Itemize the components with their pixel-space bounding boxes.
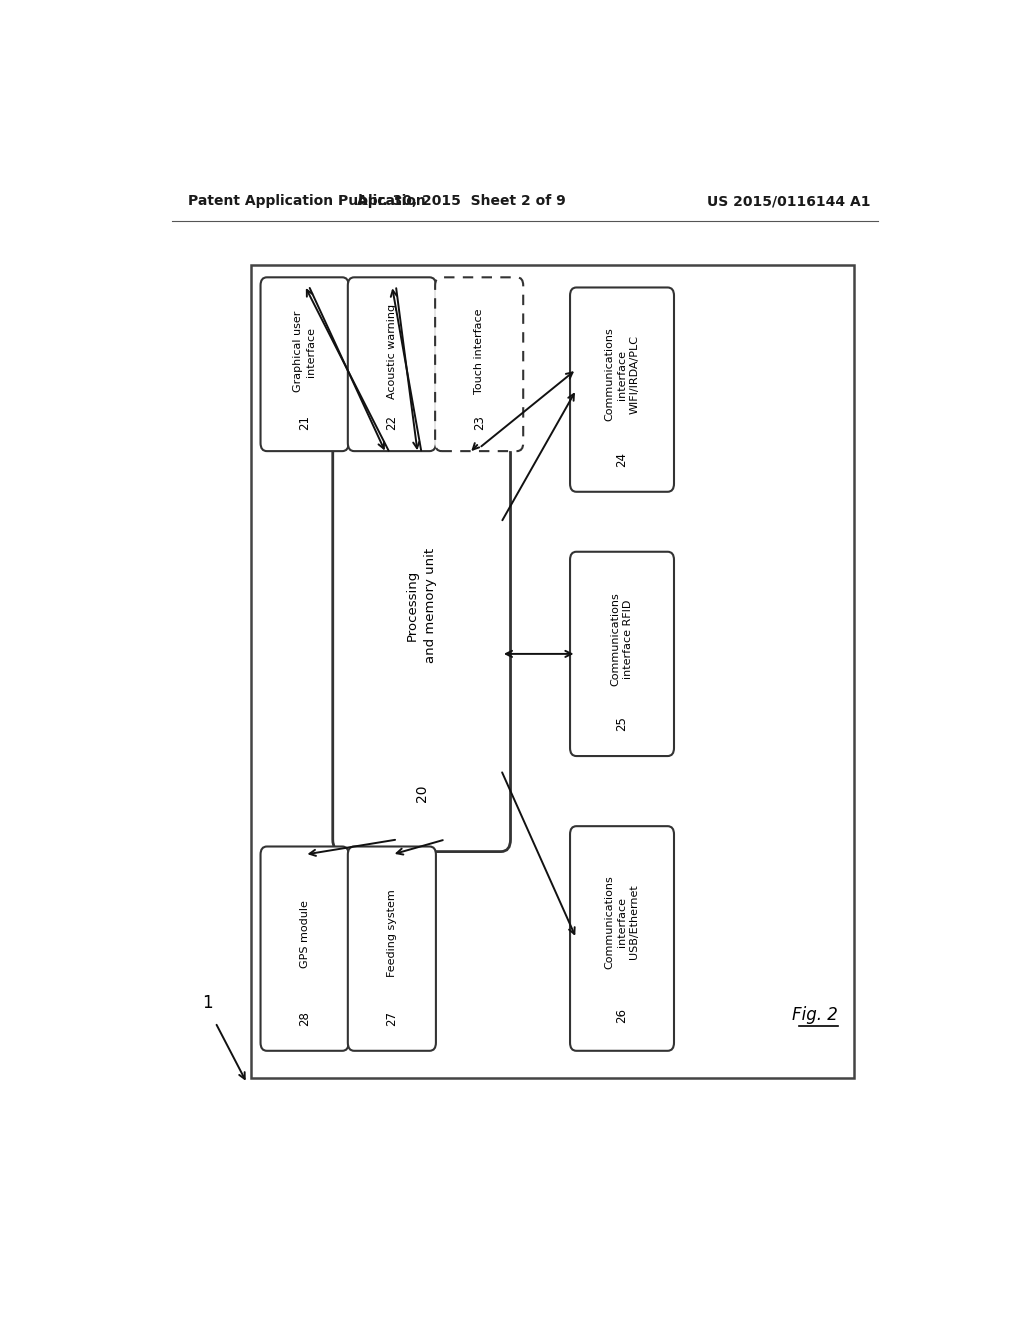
Text: 28: 28 [298,1011,311,1026]
Text: 25: 25 [615,715,629,731]
Text: Communications
interface RFID: Communications interface RFID [610,591,633,685]
Text: Processing
and memory unit: Processing and memory unit [407,548,437,663]
Text: 21: 21 [298,414,311,430]
FancyBboxPatch shape [570,288,674,492]
Text: Fig. 2: Fig. 2 [793,1006,839,1024]
FancyBboxPatch shape [348,846,436,1051]
Text: Acoustic warning: Acoustic warning [387,304,397,399]
Text: 23: 23 [473,414,485,430]
Text: Feeding system: Feeding system [387,890,397,978]
Text: 27: 27 [385,1011,398,1026]
Text: Graphical user
interface: Graphical user interface [294,312,315,392]
Text: 1: 1 [202,994,213,1012]
FancyBboxPatch shape [570,552,674,756]
Text: GPS module: GPS module [300,900,309,968]
Text: Communications
interface
WIFI/IRDA/PLC: Communications interface WIFI/IRDA/PLC [604,327,639,421]
FancyBboxPatch shape [570,826,674,1051]
Text: Apr. 30, 2015  Sheet 2 of 9: Apr. 30, 2015 Sheet 2 of 9 [357,194,565,209]
Text: 20: 20 [415,784,429,801]
Text: Touch interface: Touch interface [474,309,484,395]
FancyBboxPatch shape [435,277,523,451]
Text: Patent Application Publication: Patent Application Publication [187,194,425,209]
FancyBboxPatch shape [260,846,348,1051]
Text: 26: 26 [615,1008,629,1023]
Text: 22: 22 [385,414,398,430]
Text: Communications
interface
USB/Ethernet: Communications interface USB/Ethernet [604,875,639,969]
Text: 24: 24 [615,451,629,467]
Text: US 2015/0116144 A1: US 2015/0116144 A1 [707,194,870,209]
FancyBboxPatch shape [333,441,511,851]
FancyBboxPatch shape [260,277,348,451]
FancyBboxPatch shape [348,277,436,451]
